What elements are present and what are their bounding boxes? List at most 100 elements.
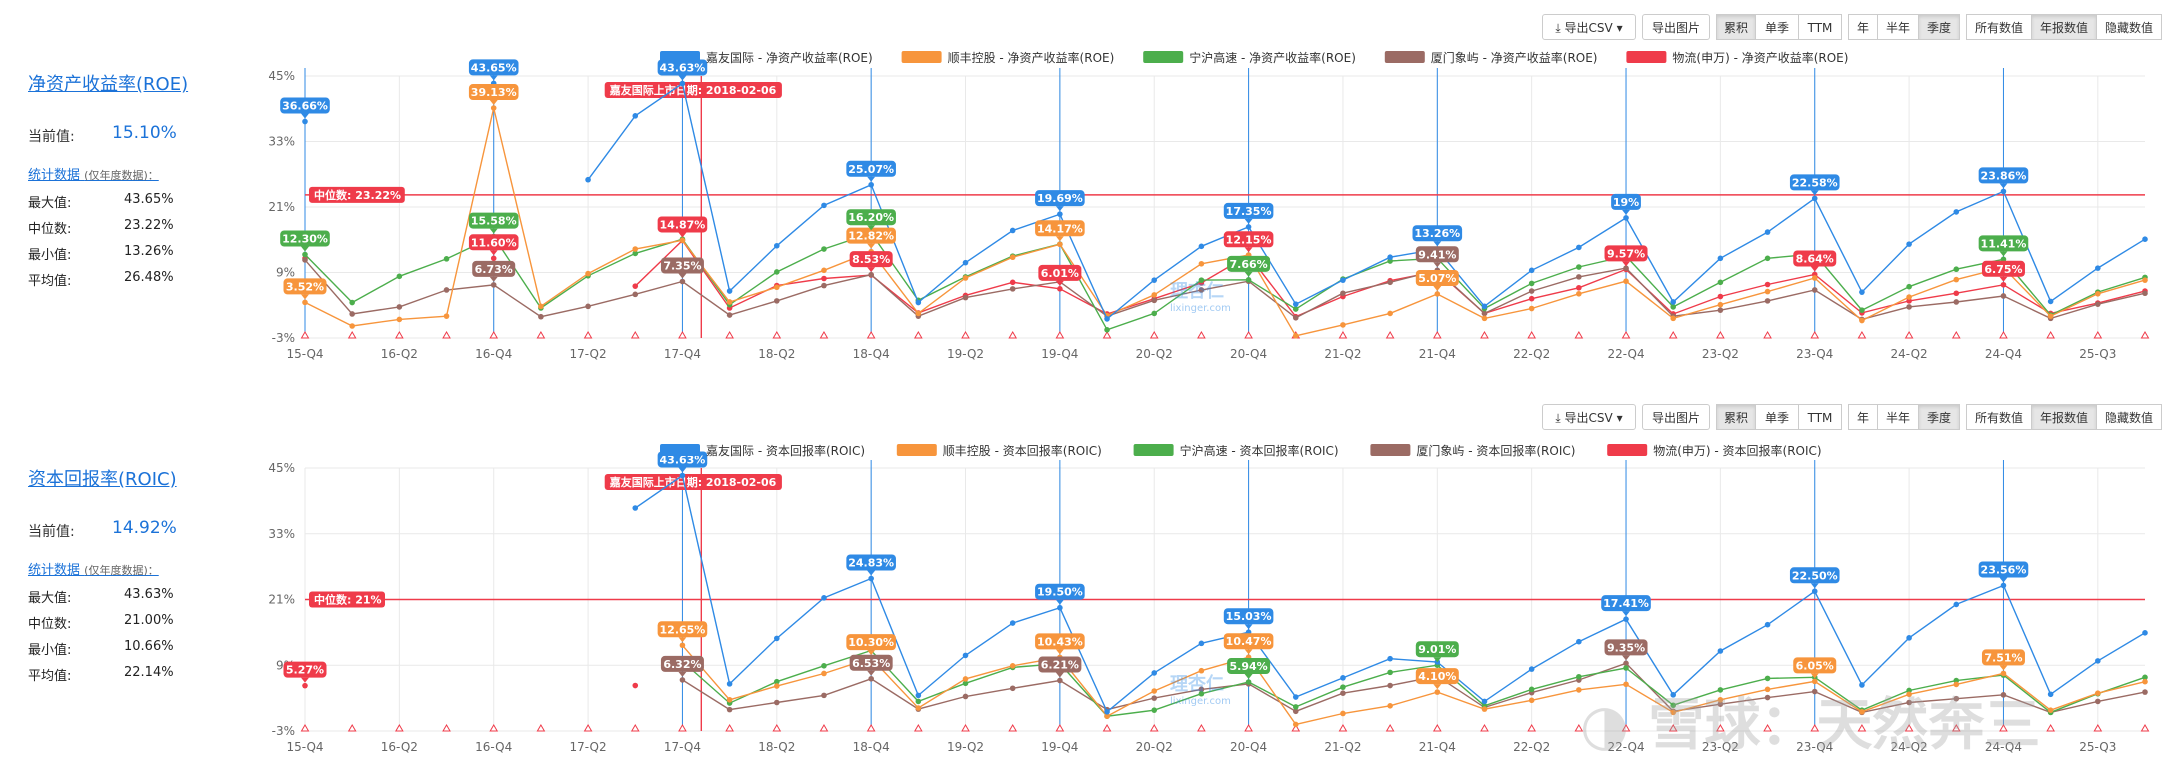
baseline-marker <box>1810 331 1820 339</box>
period-year-button[interactable]: 年 <box>1848 14 1878 40</box>
data-label-pointer <box>1999 577 2008 583</box>
data-point-green <box>1764 675 1771 682</box>
value-hide-button[interactable]: 隐藏数值 <box>2096 404 2162 430</box>
data-point-brown <box>396 304 403 310</box>
data-point-blue <box>1104 709 1110 715</box>
export-image-button[interactable]: 导出图片 <box>1642 404 1710 430</box>
value-all-button[interactable]: 所有数值 <box>1966 404 2032 430</box>
data-point-orange <box>396 316 403 323</box>
data-point-brown <box>1623 660 1629 667</box>
baseline-marker <box>1102 724 1112 732</box>
roe-stats-heading[interactable]: 统计数据 (仅年度数据)： <box>28 168 159 183</box>
roic-chart[interactable]: 45%33%21%9%-3%15-Q416-Q216-Q417-Q217-Q41… <box>0 389 2170 778</box>
baseline-marker <box>394 724 404 732</box>
data-label-pointer <box>1244 674 1253 680</box>
data-label: 6.75% <box>1984 263 2022 276</box>
data-label-badge <box>1038 264 1082 281</box>
calc-single-quarter-button[interactable]: 单季 <box>1755 404 1799 430</box>
baseline-marker <box>1763 724 1772 732</box>
data-point-brown <box>349 311 355 317</box>
data-point-blue <box>1811 588 1818 595</box>
data-point-brown <box>1198 686 1205 693</box>
value-annual-button[interactable]: 年报数值 <box>2031 14 2097 40</box>
data-point-green <box>1292 306 1299 312</box>
lixinger-url: lixinger.com <box>1170 303 1231 314</box>
legend-swatch-brown <box>1370 444 1411 456</box>
data-label-pointer <box>678 467 687 473</box>
export-csv-button[interactable]: ⤓ 导出CSV ▾ <box>1542 14 1636 40</box>
value-all-button[interactable]: 所有数值 <box>1966 14 2032 40</box>
x-tick-label: 21-Q2 <box>1324 740 1361 754</box>
x-tick-label: 25-Q3 <box>2079 740 2116 754</box>
data-label: 43.63% <box>660 454 706 467</box>
period-quarter-button[interactable]: 季度 <box>1918 14 1960 40</box>
data-point-green <box>2000 256 2007 263</box>
roic-panel: 资本回报率(ROIC) 当前值: 14.92% 统计数据 (仅年度数据)： 最大… <box>0 389 2170 778</box>
data-label-badge <box>1415 246 1459 263</box>
export-image-button[interactable]: 导出图片 <box>1642 14 1710 40</box>
data-label-pointer <box>1433 684 1442 690</box>
legend-swatch-blue <box>660 51 700 63</box>
baseline-marker <box>536 331 546 339</box>
data-point-red <box>1009 279 1016 286</box>
roic-stats-heading[interactable]: 统计数据 (仅年度数据)： <box>28 563 159 578</box>
data-point-green <box>773 678 780 685</box>
data-point-blue <box>726 288 733 294</box>
data-point-blue <box>2000 188 2007 195</box>
period-half-year-button[interactable]: 半年 <box>1877 14 1919 40</box>
baseline-marker <box>1055 724 1065 732</box>
baseline-marker <box>1716 724 1725 732</box>
data-label-pointer <box>1244 624 1253 630</box>
x-tick-label: 16-Q4 <box>475 740 512 754</box>
legend-swatch-green <box>1143 51 1184 63</box>
y-tick-label: 45% <box>268 461 295 475</box>
data-point-blue <box>1623 215 1629 221</box>
calc-ttm-button[interactable]: TTM <box>1798 404 1842 430</box>
roe-chart[interactable]: 45% 33% 21% 9% -3% 15-Q4 16-Q2 16-Q4 17-Q2 17-Q4 1… <box>0 0 2170 389</box>
period-quarter-button[interactable]: 季度 <box>1918 404 1960 430</box>
data-label-badge <box>660 257 704 274</box>
calc-single-quarter-button[interactable]: 单季 <box>1755 14 1799 40</box>
data-point-brown <box>1717 701 1724 707</box>
data-label: 43.63% <box>660 61 706 74</box>
baseline-marker <box>536 724 546 732</box>
data-label: 6.53% <box>852 657 890 670</box>
data-point-green <box>821 662 827 669</box>
data-label-pointer <box>867 650 876 656</box>
data-point-brown <box>538 313 544 320</box>
roe-stat-avg: 平均值: 26.48% <box>28 270 174 289</box>
series-line-brown <box>682 662 2146 714</box>
data-label: 23.86% <box>1981 169 2027 182</box>
data-label-pointer <box>1622 611 1631 617</box>
data-label: 6.05% <box>1796 659 1834 672</box>
baseline-marker <box>2046 331 2056 339</box>
baseline-marker <box>1857 724 1867 732</box>
roe-title-link[interactable]: 净资产收益率(ROE) <box>28 74 189 95</box>
export-csv-button[interactable]: ⤓ 导出CSV ▾ <box>1542 404 1636 430</box>
data-label-pointer <box>678 637 687 643</box>
data-point-orange <box>443 313 450 319</box>
legend-swatch-orange <box>901 51 942 63</box>
roic-title-link[interactable]: 资本回报率(ROIC) <box>28 469 177 490</box>
data-label: 19% <box>1613 196 1639 209</box>
value-annual-button[interactable]: 年报数值 <box>2031 404 2097 430</box>
calc-ttm-button[interactable]: TTM <box>1798 14 1842 40</box>
data-label-badge <box>280 97 330 114</box>
calc-cumulative-button[interactable]: 累积 <box>1716 404 1756 430</box>
data-point-blue <box>1670 692 1677 698</box>
data-label-badge <box>1789 174 1840 191</box>
data-point-green <box>1953 677 1960 684</box>
value-hide-button[interactable]: 隐藏数值 <box>2096 14 2162 40</box>
data-label-pointer <box>1810 266 1819 272</box>
series-line-orange <box>304 107 2146 337</box>
legend-entry: 厦门象屿 - 资本回报率(ROIC) <box>1416 443 1575 458</box>
data-point-blue <box>302 118 308 125</box>
data-label-pointer <box>1055 280 1064 286</box>
x-tick-label: 19-Q2 <box>947 347 984 361</box>
data-point-green <box>1906 283 1912 290</box>
data-label: 24.83% <box>848 557 894 570</box>
baseline-marker <box>300 331 310 339</box>
data-point-orange <box>2095 690 2101 696</box>
x-tick-label: 15-Q4 <box>286 740 323 754</box>
data-label-badge <box>657 621 708 638</box>
